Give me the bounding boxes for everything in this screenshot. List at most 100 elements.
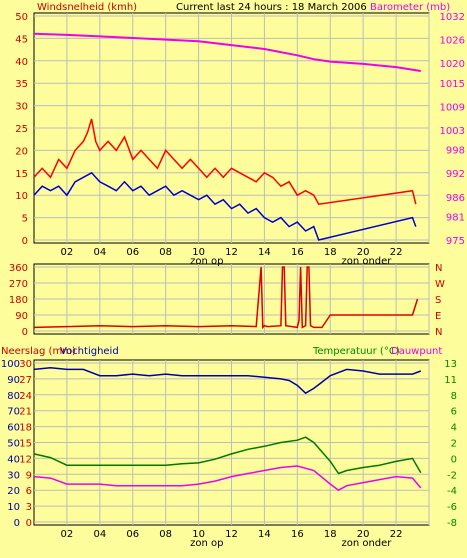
hour-tick-label: 08 xyxy=(159,247,172,258)
sunset-label: zon onder xyxy=(341,538,392,549)
humidity-tick-label: 0 xyxy=(14,518,20,529)
chart-title: Current last 24 hours : 18 March 2006 xyxy=(176,2,367,13)
hour-tick-label: 02 xyxy=(61,529,74,540)
sunrise-label: zon op xyxy=(190,256,223,267)
barometer-tick-label: 1026 xyxy=(440,36,465,47)
humidity-temperature-series-line xyxy=(33,367,422,395)
temperature-tick-label: 13 xyxy=(444,359,457,370)
humidity-tick-label: 70 xyxy=(7,407,20,418)
barometer-tick-label: 1032 xyxy=(440,12,465,23)
precip-axis-title: Neerslag (mm) xyxy=(1,346,76,357)
temperature-tick-label: -4 xyxy=(447,486,457,497)
grid-layer xyxy=(34,13,430,525)
hour-tick-label: 16 xyxy=(291,247,304,258)
direction-tick-label: 90 xyxy=(15,311,28,322)
precip-tick-label: 30 xyxy=(19,359,32,370)
barometer-tick-label: 1009 xyxy=(440,102,465,113)
temperature-tick-label: -2 xyxy=(447,470,457,481)
wind-tick-label: 15 xyxy=(15,169,28,180)
humidity-tick-label: 60 xyxy=(7,423,20,434)
hour-tick-label: 22 xyxy=(390,247,403,258)
precip-tick-label: 12 xyxy=(19,454,32,465)
compass-tick-label: E xyxy=(435,311,441,322)
hour-tick-label: 20 xyxy=(357,247,370,258)
direction-tick-label: 360 xyxy=(9,263,28,274)
wind-tick-label: 50 xyxy=(15,12,28,23)
series-layer xyxy=(33,32,422,492)
hour-tick-label: 06 xyxy=(126,247,139,258)
label-layer: 0510152025303540455097598198699299810031… xyxy=(1,12,465,549)
sunrise-label: zon op xyxy=(190,538,223,549)
wind-tick-label: 25 xyxy=(15,124,28,135)
precip-tick-label: 24 xyxy=(19,391,32,402)
barometer-tick-label: 975 xyxy=(446,236,465,247)
temperature-tick-label: 11 xyxy=(444,375,457,386)
temperature-tick-label: -8 xyxy=(447,518,457,529)
wind-series-line xyxy=(33,32,421,72)
barometer-tick-label: 981 xyxy=(446,212,465,223)
hour-tick-label: 04 xyxy=(93,529,106,540)
compass-tick-label: N xyxy=(435,263,442,274)
hour-tick-label: 04 xyxy=(93,247,106,258)
temperature-tick-label: 2 xyxy=(451,439,457,450)
hour-tick-label: 16 xyxy=(291,529,304,540)
barometer-tick-label: 998 xyxy=(446,146,465,157)
hour-tick-label: 12 xyxy=(225,529,238,540)
direction-series-line xyxy=(33,266,419,330)
humidity-axis-title: Vochtigheid xyxy=(60,346,119,357)
barometer-tick-label: 986 xyxy=(446,193,465,204)
hour-tick-label: 20 xyxy=(357,529,370,540)
temperature-tick-label: 0 xyxy=(451,454,457,465)
barometer-tick-label: 1020 xyxy=(440,59,465,70)
hour-tick-label: 08 xyxy=(159,529,172,540)
hour-tick-label: 18 xyxy=(324,247,337,258)
precip-tick-label: 6 xyxy=(26,486,32,497)
precip-tick-label: 27 xyxy=(19,375,32,386)
direction-tick-label: 0 xyxy=(22,327,28,338)
wind-tick-label: 20 xyxy=(15,146,28,157)
wind-series-line xyxy=(33,118,417,206)
temperature-tick-label: 8 xyxy=(451,391,457,402)
wind-axis-title: Windsnelheid (kmh) xyxy=(37,2,137,13)
precip-tick-label: 18 xyxy=(19,423,32,434)
wind-series-line xyxy=(33,171,417,241)
wind-tick-label: 10 xyxy=(15,191,28,202)
barometer-tick-label: 1015 xyxy=(440,79,465,90)
compass-tick-label: N xyxy=(435,327,442,338)
hour-tick-label: 06 xyxy=(126,529,139,540)
precip-tick-label: 9 xyxy=(26,470,32,481)
hour-tick-label: 12 xyxy=(225,247,238,258)
direction-tick-label: 180 xyxy=(9,295,28,306)
compass-tick-label: S xyxy=(435,295,441,306)
precip-tick-label: 15 xyxy=(19,439,32,450)
humidity-tick-label: 10 xyxy=(7,502,20,513)
sunset-label: zon onder xyxy=(341,256,392,267)
temperature-tick-label: 4 xyxy=(451,423,457,434)
hour-tick-label: 14 xyxy=(258,247,271,258)
humidity-tick-label: 100 xyxy=(1,359,20,370)
wind-tick-label: 30 xyxy=(15,102,28,113)
precip-tick-label: 3 xyxy=(26,502,32,513)
humidity-tick-label: 20 xyxy=(7,486,20,497)
humidity-temperature-series-line xyxy=(33,465,422,492)
wind-tick-label: 45 xyxy=(15,34,28,45)
hour-tick-label: 10 xyxy=(192,247,205,258)
temperature-tick-label: 6 xyxy=(451,407,457,418)
wind-tick-label: 0 xyxy=(22,236,28,247)
hour-tick-label: 14 xyxy=(258,529,271,540)
precip-tick-label: 0 xyxy=(26,518,32,529)
temperature-axis-title: Temperatuur (°C) xyxy=(312,346,400,357)
barometer-tick-label: 992 xyxy=(446,169,465,180)
wind-tick-label: 40 xyxy=(15,57,28,68)
humidity-tick-label: 80 xyxy=(7,391,20,402)
humidity-tick-label: 40 xyxy=(7,454,20,465)
hour-tick-label: 22 xyxy=(390,529,403,540)
humidity-tick-label: 90 xyxy=(7,375,20,386)
hour-tick-label: 18 xyxy=(324,529,337,540)
barometer-tick-label: 1003 xyxy=(440,126,465,137)
humidity-tick-label: 30 xyxy=(7,470,20,481)
precip-tick-label: 21 xyxy=(19,407,32,418)
wind-tick-label: 35 xyxy=(15,79,28,90)
humidity-temperature-series-line xyxy=(33,436,422,475)
